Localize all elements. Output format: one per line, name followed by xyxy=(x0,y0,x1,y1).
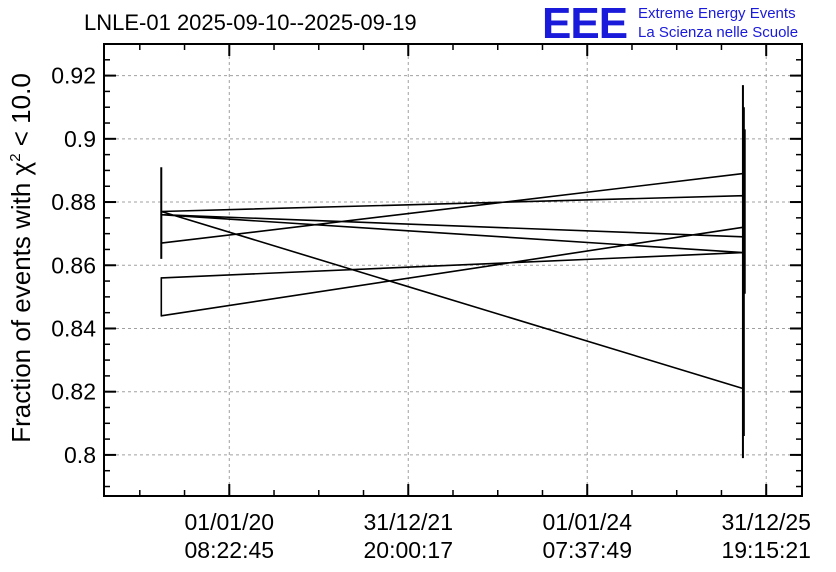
x-tick-label-time: 07:37:49 xyxy=(542,537,632,563)
x-tick-label-time: 08:22:45 xyxy=(185,537,275,563)
y-axis-label: Fraction of events with χ2 < 10.0 xyxy=(6,73,36,443)
x-tick-label-date: 31/12/21 xyxy=(363,509,453,535)
series-layer xyxy=(160,85,746,459)
org-name: Extreme Energy Events xyxy=(638,5,796,22)
x-tick-label-time: 20:00:17 xyxy=(363,537,453,563)
y-tick-label: 0.88 xyxy=(51,189,96,215)
y-tick-label: 0.9 xyxy=(64,126,96,152)
x-tick-label-date: 01/01/24 xyxy=(542,509,632,535)
eee-logo: EEE xyxy=(542,0,628,48)
y-tick-label: 0.82 xyxy=(51,379,96,405)
series-line xyxy=(160,172,744,390)
org-subtitle: La Scienza nelle Scuole xyxy=(638,24,799,41)
y-tick-label: 0.92 xyxy=(51,63,96,89)
plot-frame xyxy=(103,43,803,497)
y-tick-label: 0.86 xyxy=(51,252,96,278)
axis-ticks xyxy=(104,44,802,496)
y-tick-label: 0.8 xyxy=(64,442,96,468)
data-point xyxy=(160,277,163,279)
x-tick-label-time: 19:15:21 xyxy=(721,537,811,563)
grid xyxy=(104,44,802,496)
x-tick-label-date: 31/12/25 xyxy=(721,509,811,535)
chart-title: LNLE-01 2025-09-10--2025-09-19 xyxy=(84,10,417,35)
data-point xyxy=(160,315,163,317)
x-tick-label-date: 01/01/20 xyxy=(185,509,275,535)
tick-labels: 0.8 0.82 0.84 0.86 0.88 0.9 0.92 01/01/2008:22:… xyxy=(51,63,811,563)
y-tick-label: 0.84 xyxy=(51,315,96,341)
